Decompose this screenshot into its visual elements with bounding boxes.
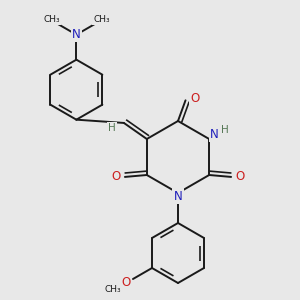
- Text: CH₃: CH₃: [105, 286, 121, 295]
- Text: O: O: [190, 92, 199, 105]
- Text: CH₃: CH₃: [93, 15, 110, 24]
- Text: O: O: [121, 275, 130, 289]
- Text: H: H: [221, 125, 229, 135]
- Text: N: N: [210, 128, 219, 140]
- Text: N: N: [72, 28, 81, 41]
- Text: O: O: [111, 170, 121, 183]
- Text: N: N: [174, 190, 182, 202]
- Text: CH₃: CH₃: [43, 15, 60, 24]
- Text: H: H: [108, 123, 116, 133]
- Text: O: O: [236, 170, 245, 183]
